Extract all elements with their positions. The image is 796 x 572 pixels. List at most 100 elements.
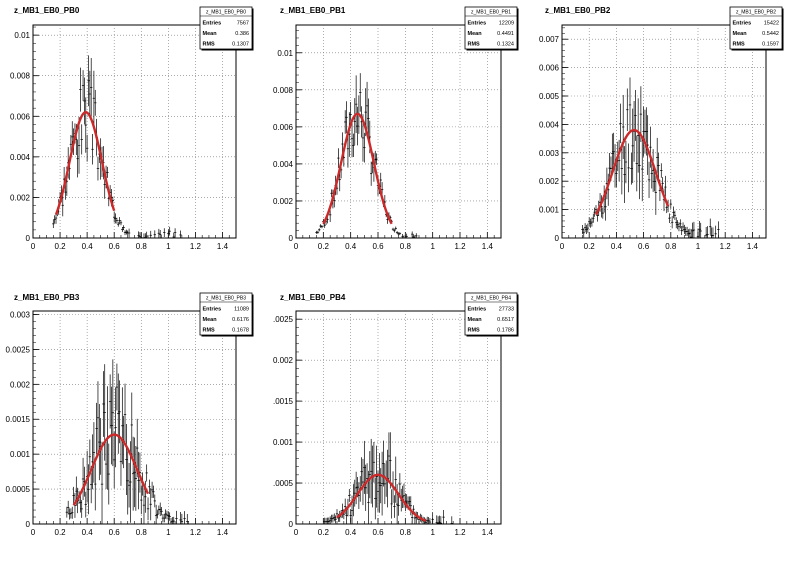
- x-tick-label: 1: [430, 242, 435, 251]
- x-tick-label: 0.2: [584, 242, 596, 251]
- stats-box: [199, 292, 253, 336]
- x-tick-label: 0.6: [638, 242, 650, 251]
- histogram-panel: z_MB1_EB0_PB2 0 0.2 0.4 0.6 0.8 1 1.2 1.4 0.001 0.…: [539, 6, 784, 251]
- plot-frame: [295, 24, 502, 239]
- stats-box: [199, 6, 253, 50]
- histogram-title: z_MB1_EB0_PB2: [545, 6, 611, 15]
- y-tick-label: 0.007: [539, 35, 560, 44]
- gaussian-fit-curve: [322, 112, 393, 225]
- y-tick-label: 0.006: [539, 64, 560, 73]
- stats-label: RMS: [468, 42, 481, 48]
- stats-box-name: z_MB1_EB0_PB2: [736, 10, 776, 16]
- y-tick-label: 0.004: [10, 153, 31, 162]
- x-tick-label: 0.6: [109, 528, 121, 537]
- stats-label: Entries: [468, 307, 487, 313]
- y-tick-label: 0.002: [273, 356, 294, 365]
- x-tick-label: 0.8: [665, 242, 677, 251]
- histogram-panel: z_MB1_EB0_PB4 0 0.2 0.4 0.6 0.8 1 1.2 1.4 .0005 0.…: [273, 292, 519, 537]
- histogram-panel: z_MB1_EB0_PB1 0 0.2 0.4 0.6 0.8 1 1.2 1.4 0.002 0.…: [273, 6, 519, 251]
- x-tick-label: 1.4: [482, 528, 494, 537]
- y-tick-label: 0.006: [273, 123, 294, 132]
- stats-value: 0.6176: [232, 317, 249, 323]
- y-tick-label: 0: [289, 234, 294, 243]
- x-tick-label: 1.2: [454, 528, 466, 537]
- stats-value: 11089: [234, 307, 249, 313]
- stats-box: [464, 6, 518, 50]
- gaussian-fit-curve: [72, 433, 150, 506]
- y-tick-label: .0005: [273, 479, 294, 488]
- x-tick-label: 1.4: [482, 242, 494, 251]
- stats-label: RMS: [468, 328, 481, 334]
- stats-value: 0.1324: [497, 42, 514, 48]
- stats-value: 27733: [499, 307, 514, 313]
- stats-label: RMS: [203, 328, 216, 334]
- stats-label: Entries: [203, 307, 222, 313]
- y-tick-label: 0.002: [273, 197, 294, 206]
- x-tick-label: 1.4: [217, 528, 229, 537]
- stats-label: Mean: [203, 31, 218, 37]
- x-tick-label: 1.2: [190, 528, 202, 537]
- stats-value: 0.1307: [232, 42, 249, 48]
- x-tick-label: 0: [31, 242, 36, 251]
- y-tick-label: 0.008: [10, 72, 31, 81]
- y-tick-label: 0.004: [273, 160, 294, 169]
- stats-value: 0.1786: [497, 328, 514, 334]
- x-tick-label: 0.8: [400, 242, 412, 251]
- stats-value: 0.1597: [762, 42, 779, 48]
- stats-value: 15422: [764, 21, 779, 27]
- x-tick-label: 0.6: [372, 242, 384, 251]
- stats-box: [464, 292, 518, 336]
- x-tick-label: 0.4: [82, 242, 94, 251]
- x-tick-label: 1: [166, 528, 171, 537]
- x-tick-label: 0: [560, 242, 565, 251]
- y-tick-label: 0.01: [277, 49, 293, 58]
- stats-value: 0.4491: [497, 31, 514, 37]
- gaussian-fit-curve: [336, 473, 427, 522]
- histogram-title: z_MB1_EB0_PB0: [14, 6, 80, 15]
- stats-box-name: z_MB1_EB0_PB1: [471, 10, 511, 16]
- histogram-panel: z_MB1_EB0_PB3 0 0.2 0.4 0.6 0.8 1 1.2 1.4 0.0005 0…: [6, 292, 254, 537]
- x-tick-label: 1.4: [217, 242, 229, 251]
- y-tick-label: 0.003: [10, 310, 31, 319]
- stats-label: Entries: [468, 21, 487, 27]
- stats-box: [729, 6, 783, 50]
- y-tick-label: 0.001: [273, 438, 294, 447]
- stats-value: 7567: [237, 21, 249, 27]
- histogram-title: z_MB1_EB0_PB4: [280, 293, 346, 302]
- y-tick-label: 0.001: [539, 206, 560, 215]
- y-tick-label: 0: [26, 234, 31, 243]
- plot-frame: [32, 24, 237, 239]
- stats-label: RMS: [733, 42, 746, 48]
- x-tick-label: 0: [294, 242, 299, 251]
- y-tick-label: 0.005: [539, 92, 560, 101]
- y-tick-label: 0.004: [539, 120, 560, 129]
- stats-box-name: z_MB1_EB0_PB0: [206, 10, 246, 16]
- x-tick-label: 1.2: [454, 242, 466, 251]
- x-tick-label: 0.2: [55, 242, 67, 251]
- x-tick-label: 1: [696, 242, 701, 251]
- y-tick-label: 0.0005: [6, 485, 31, 494]
- stats-value: 0.6517: [497, 317, 514, 323]
- x-tick-label: 1.4: [747, 242, 759, 251]
- x-tick-label: 0.6: [372, 528, 384, 537]
- stats-value: 12209: [499, 21, 514, 27]
- x-tick-label: 0.8: [400, 528, 412, 537]
- plot-frame: [295, 310, 502, 525]
- x-tick-label: 0.2: [318, 242, 330, 251]
- stats-label: Mean: [468, 31, 483, 37]
- gaussian-fit-curve: [54, 111, 116, 215]
- x-tick-label: 0.8: [136, 242, 148, 251]
- stats-value: 0.5442: [762, 31, 779, 37]
- y-tick-label: 0.002: [10, 380, 31, 389]
- histogram-title: z_MB1_EB0_PB1: [280, 6, 346, 15]
- stats-box-name: z_MB1_EB0_PB3: [206, 296, 246, 302]
- y-tick-label: 0.003: [539, 149, 560, 158]
- stats-value: 0.1678: [232, 328, 249, 334]
- gaussian-fit-curve: [594, 128, 670, 216]
- y-tick-label: 0.002: [10, 193, 31, 202]
- y-tick-label: .0025: [273, 315, 294, 324]
- y-tick-label: 0.008: [273, 86, 294, 95]
- y-tick-label: 0.001: [10, 450, 31, 459]
- stats-label: RMS: [203, 42, 216, 48]
- stats-label: Mean: [468, 317, 483, 323]
